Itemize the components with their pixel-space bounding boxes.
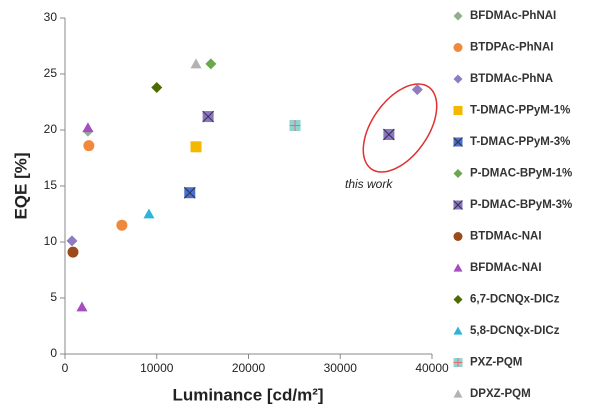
y-tick-label: 30 [44,10,58,24]
legend-marker [453,389,463,398]
legend-label: T-DMAC-PPyM-1% [470,105,570,117]
legend-label: BTDPAc-PhNAI [470,42,553,54]
y-tick-label: 10 [44,234,58,248]
point [190,141,202,153]
point [76,301,88,312]
y-tick-label: 15 [44,178,58,192]
legend-label: BFDMAc-PhNAI [470,10,556,22]
legend-label: T-DMAC-PPyM-3% [470,136,570,148]
legend-marker [453,326,463,335]
y-tick-label: 0 [50,346,57,360]
point [190,58,202,69]
x-tick-label: 40000 [415,361,449,375]
point [83,140,95,152]
legend-label: BTDMAc-NAI [470,231,542,243]
legend-label: DPXZ-PQM [470,388,531,400]
legend-marker [453,232,463,241]
legend-label: P-DMAC-BPyM-3% [470,199,572,211]
point [143,208,155,219]
x-tick-label: 30000 [324,361,358,375]
highlight-ellipse [362,83,438,173]
point [116,219,128,231]
y-tick-label: 5 [50,290,57,304]
legend-label: BTDMAc-PhNA [470,73,553,85]
point [151,81,163,93]
y-tick-label: 20 [44,122,58,136]
point [66,235,78,247]
x-axis-title: Luminance [cd/m²] [172,385,323,404]
point [67,246,79,258]
legend-label: BFDMAc-NAI [470,262,542,274]
legend-marker [453,43,463,52]
legend-marker [453,169,463,178]
annotation: this work [345,177,393,191]
y-axis-title: EQE [%] [11,152,30,219]
legend-label: 6,7-DCNQx-DICz [470,294,560,306]
point-cross [383,128,395,141]
point [205,58,217,70]
legend-label: PXZ-PQM [470,357,522,369]
point [82,122,94,133]
point-cross [183,186,196,199]
legend-marker [453,263,463,272]
x-tick-label: 10000 [140,361,174,375]
x-tick-label: 20000 [232,361,266,375]
legend-label: P-DMAC-BPyM-1% [470,168,572,180]
point-cross [202,110,214,123]
legend-marker-cross [453,137,463,147]
x-tick-label: 0 [62,361,69,375]
y-tick-label: 25 [44,66,58,80]
legend-marker [453,11,463,21]
legend-marker [453,295,463,304]
legend-marker [453,74,463,84]
legend-marker [453,106,463,115]
legend-label: 5,8-DCNQx-DICz [470,325,560,337]
legend-marker-cross [453,200,463,210]
point [411,84,423,96]
